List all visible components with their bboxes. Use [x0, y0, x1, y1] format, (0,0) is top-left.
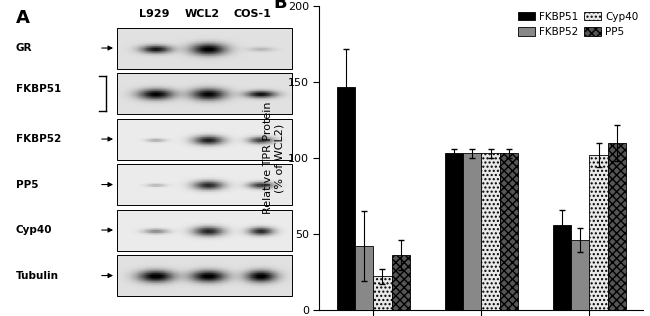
Bar: [118, 27, 292, 69]
Text: Tubulin: Tubulin: [16, 270, 58, 281]
Bar: [571, 240, 590, 310]
Bar: [445, 154, 463, 310]
Bar: [118, 164, 292, 205]
Bar: [552, 225, 571, 310]
Bar: [118, 210, 292, 251]
Bar: [373, 276, 392, 310]
Bar: [463, 154, 482, 310]
Bar: [590, 155, 608, 310]
Text: FKBP51: FKBP51: [16, 84, 61, 94]
Text: L929: L929: [138, 9, 169, 19]
Bar: [355, 246, 373, 310]
Text: WCL2: WCL2: [185, 9, 220, 19]
Text: PP5: PP5: [16, 179, 38, 190]
Text: COS-1: COS-1: [234, 9, 272, 19]
Bar: [118, 118, 292, 160]
Text: GR: GR: [16, 43, 32, 53]
Text: B: B: [274, 0, 287, 12]
Bar: [482, 154, 500, 310]
Y-axis label: Relative TPR Protein
(% of WCL2): Relative TPR Protein (% of WCL2): [263, 102, 285, 214]
Legend: FKBP51, FKBP52, Cyp40, PP5: FKBP51, FKBP52, Cyp40, PP5: [515, 9, 642, 40]
Bar: [500, 154, 518, 310]
Text: FKBP52: FKBP52: [16, 134, 61, 144]
Bar: [608, 143, 626, 310]
Bar: [337, 87, 355, 310]
Text: Cyp40: Cyp40: [16, 225, 52, 235]
Bar: [392, 255, 410, 310]
Bar: [118, 73, 292, 114]
Bar: [118, 255, 292, 296]
Text: A: A: [16, 9, 30, 27]
